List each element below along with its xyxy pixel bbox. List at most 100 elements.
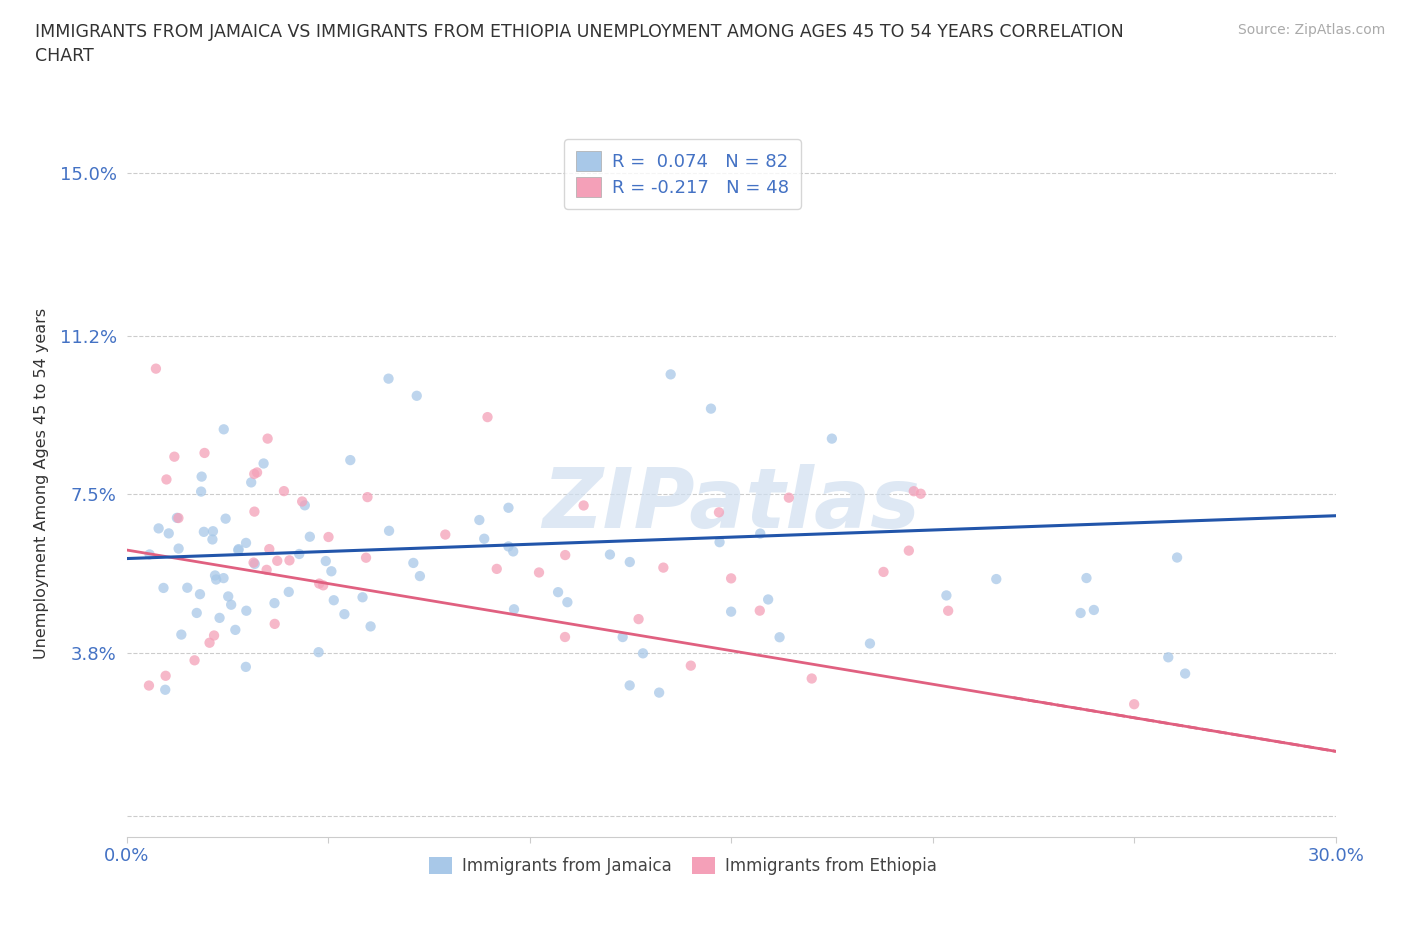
Point <box>405 389 427 404</box>
Point <box>547 585 569 600</box>
Point <box>768 630 790 644</box>
Point <box>619 678 641 693</box>
Point <box>263 596 285 611</box>
Point <box>235 659 257 674</box>
Point <box>402 555 425 570</box>
Point <box>198 635 221 650</box>
Point <box>1123 697 1146 711</box>
Point <box>468 512 491 527</box>
Point <box>434 527 457 542</box>
Point <box>242 555 264 570</box>
Point <box>572 498 595 513</box>
Point <box>700 401 723 416</box>
Point <box>648 685 671 700</box>
Point <box>936 604 959 618</box>
Point <box>226 543 249 558</box>
Point <box>354 551 377 565</box>
Point <box>138 547 160 562</box>
Point <box>235 536 257 551</box>
Point <box>263 617 285 631</box>
Point <box>205 572 228 587</box>
Point <box>246 465 269 480</box>
Point <box>360 619 382 634</box>
Point <box>190 485 212 499</box>
Point <box>217 589 239 604</box>
Point <box>339 453 361 468</box>
Point <box>498 500 520 515</box>
Point <box>308 644 330 659</box>
Point <box>749 526 772 541</box>
Point <box>709 535 731 550</box>
Point <box>266 553 288 568</box>
Point <box>252 456 274 471</box>
Point <box>219 597 242 612</box>
Point <box>243 556 266 571</box>
Point <box>707 505 730 520</box>
Point <box>228 541 250 556</box>
Point <box>294 498 316 512</box>
Point <box>1076 571 1098 586</box>
Point <box>201 532 224 547</box>
Point <box>308 576 330 591</box>
Point <box>312 578 335 592</box>
Point <box>352 590 374 604</box>
Point <box>152 580 174 595</box>
Point <box>748 604 770 618</box>
Point <box>157 526 180 541</box>
Point <box>378 524 401 538</box>
Legend: Immigrants from Jamaica, Immigrants from Ethiopia: Immigrants from Jamaica, Immigrants from… <box>422 850 943 882</box>
Point <box>240 475 263 490</box>
Point <box>155 472 177 487</box>
Point <box>1070 605 1092 620</box>
Point <box>204 568 226 583</box>
Point <box>631 646 654 661</box>
Point <box>527 565 550 580</box>
Text: Source: ZipAtlas.com: Source: ZipAtlas.com <box>1237 23 1385 37</box>
Point <box>322 592 344 607</box>
Point <box>167 541 190 556</box>
Point <box>259 541 281 556</box>
Point <box>277 584 299 599</box>
Point <box>333 606 356 621</box>
Point <box>821 432 844 446</box>
Point <box>554 548 576 563</box>
Point <box>166 511 188 525</box>
Point <box>201 524 224 538</box>
Point <box>409 568 432 583</box>
Point <box>243 467 266 482</box>
Point <box>720 604 742 619</box>
Point <box>498 539 520 554</box>
Point <box>778 490 800 505</box>
Point <box>212 422 235 437</box>
Point <box>214 512 236 526</box>
Point <box>935 588 957 603</box>
Y-axis label: Unemployment Among Ages 45 to 54 years: Unemployment Among Ages 45 to 54 years <box>34 308 49 659</box>
Point <box>1174 666 1197 681</box>
Point <box>138 678 160 693</box>
Point <box>256 432 278 446</box>
Point <box>167 511 190 525</box>
Point <box>315 553 337 568</box>
Point <box>193 445 215 460</box>
Point <box>599 547 621 562</box>
Point <box>554 630 576 644</box>
Point <box>183 653 205 668</box>
Point <box>288 547 311 562</box>
Point <box>800 671 823 686</box>
Point <box>659 367 682 382</box>
Point <box>1166 550 1188 565</box>
Point <box>208 610 231 625</box>
Text: IMMIGRANTS FROM JAMAICA VS IMMIGRANTS FROM ETHIOPIA UNEMPLOYMENT AMONG AGES 45 T: IMMIGRANTS FROM JAMAICA VS IMMIGRANTS FR… <box>35 23 1123 65</box>
Point <box>318 529 340 544</box>
Point <box>627 612 650 627</box>
Point <box>472 531 495 546</box>
Point <box>503 602 526 617</box>
Point <box>145 361 167 376</box>
Point <box>298 529 321 544</box>
Point <box>720 571 742 586</box>
Point <box>186 605 208 620</box>
Point <box>202 628 225 643</box>
Point <box>321 564 343 578</box>
Point <box>859 636 882 651</box>
Point <box>273 484 295 498</box>
